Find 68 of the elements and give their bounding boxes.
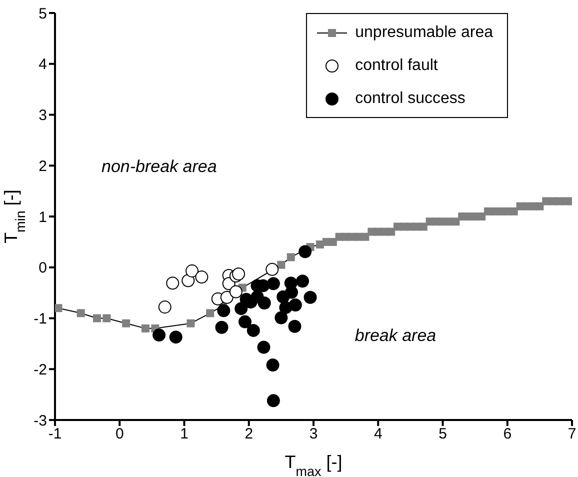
point [266,277,280,290]
point [122,319,130,328]
point [186,319,195,328]
point [246,324,260,337]
point [182,274,195,288]
legend-label: control success [355,90,466,108]
point [536,202,544,210]
point [217,304,230,318]
point [166,276,180,290]
point [229,285,242,298]
point [288,320,302,333]
point [152,328,166,342]
point [452,218,460,226]
y-tick-label: -3 [34,412,47,430]
x-tick-label: 2 [244,426,254,443]
point [296,274,310,288]
point [220,290,234,304]
annotation: non-break area [102,157,217,178]
point [288,298,302,312]
x-tick-label: 4 [374,426,382,443]
point [266,358,280,372]
legend-label: control fault [355,56,438,74]
point [266,394,280,408]
point [141,324,150,332]
legend-label: unpresumable area [355,24,493,42]
point [76,309,85,318]
point [93,314,102,322]
y-tick-label: 4 [38,56,47,74]
x-tick-label: 1 [180,426,188,443]
y-tick-label: 1 [38,208,47,226]
point [328,238,337,246]
point [285,286,298,299]
point [206,309,214,318]
annotation: break area [354,326,436,346]
x-tick-label: 6 [503,426,512,443]
y-tick-label: -1 [34,310,47,328]
point [257,340,270,354]
point [510,207,518,216]
point [169,330,182,344]
x-tick-label: 0 [115,426,124,443]
x-tick-label: 3 [309,426,318,443]
x-axis-title: T$_{max}$ [-] [284,452,342,477]
x-tick-label: 5 [438,426,447,443]
point [232,267,246,280]
point [195,270,208,284]
point [55,304,62,312]
x-tick-label: 7 [568,426,576,443]
point [258,296,271,310]
point [158,300,172,314]
point [266,262,279,276]
point [215,320,228,334]
point [419,222,428,231]
point [387,228,396,236]
y-tick-label: 3 [38,107,47,124]
point [274,311,288,324]
point [186,264,199,278]
point [277,260,286,269]
point [238,315,252,328]
point [298,245,312,258]
y-tick-label: 5 [38,5,47,22]
point [304,290,317,304]
point [234,302,248,316]
point [286,253,295,262]
y-tick-label: 0 [38,260,47,277]
y-tick-label: 2 [38,158,47,175]
point [361,232,370,241]
point [102,314,111,322]
y-tick-label: -2 [34,361,47,378]
